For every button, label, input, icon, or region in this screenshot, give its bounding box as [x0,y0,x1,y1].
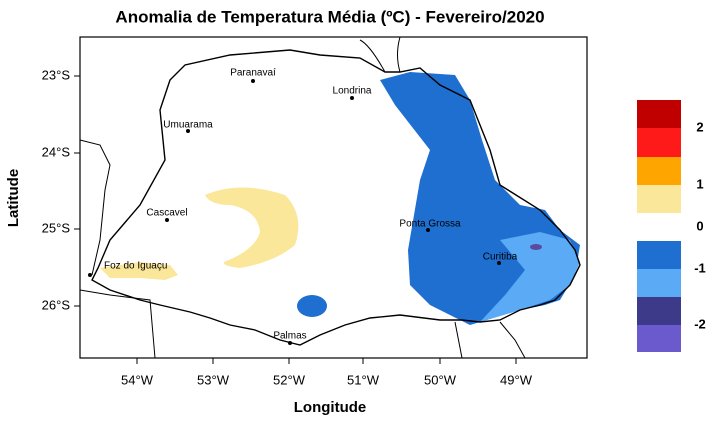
city-label: Paranavaí [230,68,276,79]
legend-label: 1 [696,176,703,191]
city-marker [497,261,501,265]
title: Anomalia de Temperatura Média (ºC) - Fev… [115,7,544,26]
city-label: Ponta Grossa [399,219,461,230]
anomaly-region [480,232,580,322]
anomaly-region [297,295,327,317]
legend-label: -1 [694,260,706,275]
legend-label: -2 [694,316,706,331]
legend-label: 2 [696,119,703,134]
city-marker [88,273,92,277]
state-outline [91,49,581,346]
legend-swatch [637,157,681,185]
x-tick-label: 54°W [121,372,154,387]
city-marker [288,341,292,345]
x-axis-label: Longitude [294,399,366,416]
legend-swatch [637,269,681,297]
city-marker [186,129,190,133]
anomaly-region [205,187,299,268]
legend-swatch [637,100,681,128]
y-tick-label: 25°S [42,220,71,235]
city-marker [251,79,255,83]
legend-label: 0 [696,218,703,233]
x-tick-label: 49°W [500,372,533,387]
x-tick-label: 50°W [424,372,457,387]
cities: Paranavaí Londrina Umuarama Cascavel Ponta G… [88,68,518,345]
city-marker [426,228,430,232]
city-label: Curitiba [483,252,518,263]
x-tick-label: 52°W [273,372,306,387]
border-line [79,36,526,359]
x-tick-label: 51°W [347,372,380,387]
city-marker [165,218,169,222]
legend [637,100,681,352]
anomaly-region [100,262,178,280]
city-label: Foz do Iguaçu [104,261,167,272]
y-tick-label: 26°S [42,297,71,312]
x-tick-label: 53°W [197,372,230,387]
legend-swatch [637,297,681,325]
legend-swatch [637,185,681,213]
legend-swatch [637,128,681,157]
city-label: Umuarama [163,120,213,131]
legend-swatch [637,241,681,269]
anomaly-region [530,244,542,250]
map-frame [79,36,588,359]
city-label: Cascavel [146,208,187,219]
y-axis-label: Latitude [5,169,22,227]
y-tick-label: 23°S [42,67,71,82]
legend-swatch [637,325,681,352]
city-label: Palmas [273,331,306,342]
city-label: Londrina [333,86,372,97]
city-marker [350,96,354,100]
y-tick-label: 24°S [42,144,71,159]
